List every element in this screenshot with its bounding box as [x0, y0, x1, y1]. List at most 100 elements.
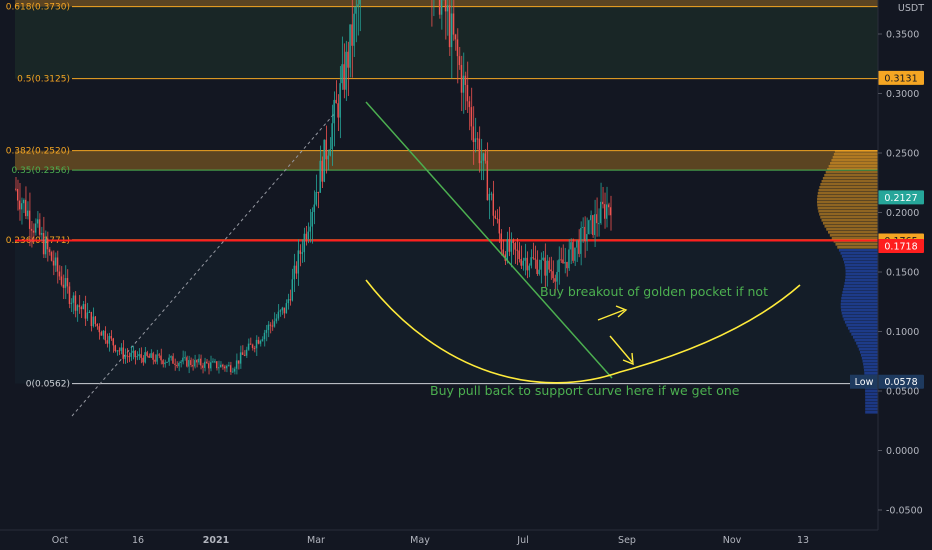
candle-body [96, 323, 98, 327]
candle-body [303, 233, 305, 253]
candle-body [18, 200, 21, 210]
candle-body [100, 332, 102, 336]
candle-body [231, 371, 234, 373]
candle-body [460, 65, 463, 93]
volume-profile-bar [821, 180, 878, 183]
candle-body [116, 350, 118, 352]
volume-profile-bar [840, 252, 878, 255]
candle-body [283, 307, 286, 314]
candle-body [347, 51, 349, 68]
candle-body [110, 335, 112, 339]
candle-body [66, 278, 69, 287]
volume-profile-bar [841, 309, 878, 312]
volume-profile-bar [845, 276, 878, 279]
candle-body [84, 304, 87, 319]
candle-body [156, 354, 158, 362]
candle-body [313, 204, 315, 212]
volume-profile-bar [865, 399, 878, 402]
candle-body [343, 64, 345, 90]
candle-body [194, 360, 196, 367]
price-tag-box [878, 239, 924, 254]
candle-body [592, 215, 594, 235]
candle-body [168, 357, 170, 362]
volume-profile-bar [842, 315, 878, 318]
candle-body [470, 107, 473, 127]
volume-profile-bar [852, 336, 878, 339]
candle-body [544, 257, 546, 276]
price-axis[interactable]: 0.3500 0.3000 0.2500 0.2000 0.1500 0.1000 0.05… [877, 0, 923, 530]
time-axis[interactable]: Oct 16 2021 Mar May Jul Sep Nov 13 [0, 529, 878, 546]
candle-body [556, 271, 558, 282]
candle-body [566, 261, 568, 269]
candle-body [472, 126, 475, 143]
volume-profile-bar [825, 171, 878, 174]
candle-body [78, 305, 81, 308]
candle-body [474, 138, 477, 143]
price-tick-label: 0.2500 [886, 149, 919, 160]
candle-body [492, 193, 494, 216]
candle-body [142, 357, 144, 363]
volume-profile-bar [824, 225, 878, 228]
candle-body [287, 299, 290, 304]
candle-body [56, 257, 59, 272]
volume-profile-bar [843, 288, 878, 291]
golden-pocket-zone-lower [15, 150, 878, 171]
candle-body [112, 338, 114, 346]
candle-body [184, 357, 186, 359]
candle-body [466, 84, 469, 102]
candle-body [192, 365, 194, 367]
candle-body [134, 350, 136, 358]
volume-profile-bar [843, 258, 878, 261]
candle-body [572, 242, 574, 261]
volume-profile-bar [865, 396, 878, 399]
candle-body [524, 257, 526, 261]
volume-profile-bar [864, 372, 878, 375]
candle-body [172, 356, 174, 364]
candle-body [448, 5, 451, 48]
candle-body [540, 259, 542, 270]
candle-body [114, 345, 116, 351]
candle-body [70, 302, 73, 304]
candle-body [64, 278, 67, 288]
time-tick-label: Jul [516, 535, 528, 546]
volume-profile-bar [817, 195, 878, 198]
volume-profile-bar [860, 354, 878, 357]
volume-profile-bar [826, 228, 878, 231]
candle-body [261, 339, 264, 341]
candle-body [520, 259, 522, 266]
price-tick-label: 0.0000 [886, 446, 919, 457]
candle-body [174, 363, 176, 365]
volume-profile [817, 150, 878, 414]
candle-body [462, 75, 465, 93]
candle-body [297, 250, 299, 274]
candle-body [341, 64, 343, 84]
candle-body [323, 139, 325, 182]
candle-body [476, 138, 479, 140]
candle-body [253, 347, 256, 349]
candle-body [576, 240, 578, 248]
candle-body [219, 364, 222, 368]
candle-body [132, 350, 134, 353]
candle-body [532, 257, 534, 259]
candle-body [90, 312, 93, 327]
candle-body [548, 260, 550, 270]
candle-body [154, 359, 156, 362]
candle-body [138, 354, 140, 357]
candle-body [309, 226, 311, 232]
candle-body [450, 13, 453, 48]
candle-body [239, 352, 242, 364]
volume-profile-bar [842, 291, 878, 294]
candle-body [259, 340, 262, 344]
candle-body [204, 361, 206, 368]
candle-body [182, 357, 184, 362]
candle-body [42, 233, 45, 255]
candle-body [610, 207, 612, 216]
time-tick-label: Mar [307, 535, 325, 546]
candle-body [241, 352, 244, 355]
candle-body [76, 305, 79, 311]
candle-body [227, 365, 230, 367]
volume-profile-bar [818, 189, 878, 192]
volume-profile-bar [858, 348, 878, 351]
candle-body [560, 259, 562, 261]
